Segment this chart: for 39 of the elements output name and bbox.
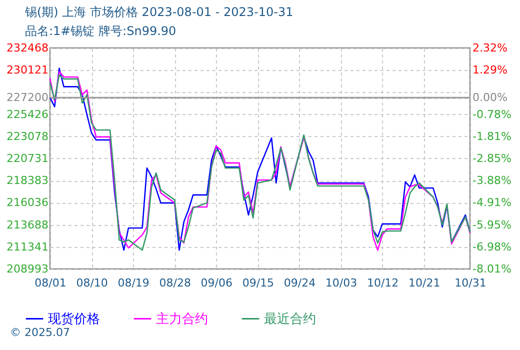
x-tick-label: 09/24	[284, 276, 316, 290]
y-tick-label: 216036	[6, 196, 48, 210]
x-tick-label: 10/03	[325, 276, 358, 290]
x-tick-label: 10/31	[454, 276, 486, 290]
y2-tick-label: -2.85%	[472, 152, 512, 166]
y-tick-label: 220731	[6, 152, 48, 165]
x-tick-label: 10/21	[408, 276, 440, 290]
y-tick-label: 227200	[6, 91, 48, 104]
y2-tick-label: 0.00%	[472, 91, 508, 104]
y-tick-label: 213688	[6, 218, 48, 232]
x-tick-label: 09/15	[242, 276, 274, 290]
legend-label: 主力合约	[156, 310, 208, 327]
y2-tick-label: -8.01%	[472, 262, 512, 276]
y-tick-label: 208993	[6, 262, 48, 276]
y-tick-label: 230121	[6, 64, 48, 77]
y-tick-label: 232468	[6, 42, 48, 54]
y2-tick-label: -4.91%	[472, 196, 512, 210]
y2-tick-label: 1.29%	[472, 64, 508, 77]
chart-title: 锡(期) 上海 市场价格 2023-08-01 - 2023-10-31	[25, 4, 294, 21]
y2-tick-label: -3.88%	[472, 174, 512, 188]
legend-label: 最近合约	[264, 312, 316, 327]
y2-tick-label: -0.78%	[472, 108, 512, 121]
x-tick-label: 08/28	[159, 276, 191, 290]
x-tick-label: 08/10	[76, 276, 108, 290]
x-tick-label: 09/06	[200, 276, 233, 290]
x-tick-label: 08/19	[118, 276, 150, 290]
y2-tick-label: 2.32%	[472, 42, 508, 54]
chart-subtitle: 品名:1#锡锭 牌号:Sn99.90	[25, 23, 178, 40]
y-tick-label: 225426	[6, 108, 48, 121]
y-tick-label: 218383	[6, 174, 48, 188]
y2-tick-label: -5.95%	[472, 218, 512, 232]
y-tick-label: 211341	[6, 240, 48, 254]
y2-tick-label: -6.98%	[472, 240, 512, 254]
y2-tick-label: -1.81%	[472, 130, 512, 143]
legend-label: 现货价格	[48, 312, 100, 327]
y-tick-label: 223078	[6, 130, 48, 143]
text: © 2025.07	[10, 326, 70, 339]
x-tick-label: 10/12	[366, 276, 399, 290]
x-tick-label: 08/01	[34, 276, 66, 290]
